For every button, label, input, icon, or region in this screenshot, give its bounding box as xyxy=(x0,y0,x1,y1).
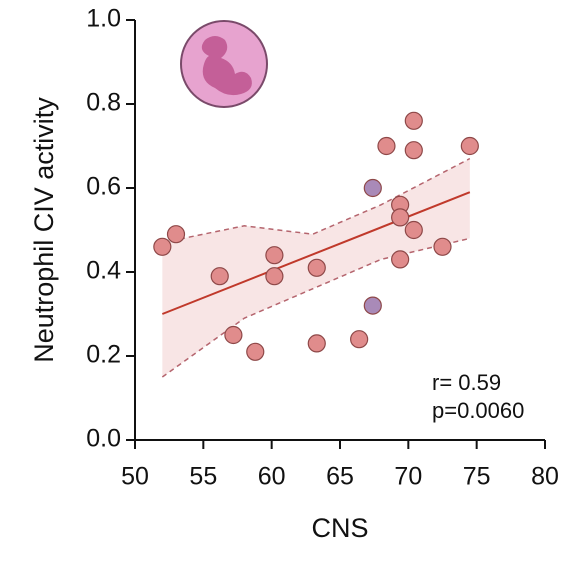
data-point xyxy=(460,136,479,156)
data-point xyxy=(246,342,265,361)
data-point xyxy=(433,237,452,256)
y-tick-label: 0.4 xyxy=(86,257,121,285)
y-axis-label: Neutrophil CIV activity xyxy=(29,97,59,363)
data-point xyxy=(363,296,382,315)
y-tick-label: 0.0 xyxy=(86,425,121,453)
x-tick-label: 65 xyxy=(326,463,354,491)
x-tick-label: 70 xyxy=(394,463,422,491)
neutrophil-icon xyxy=(180,20,268,108)
x-tick-label: 75 xyxy=(463,463,491,491)
x-tick-label: 60 xyxy=(258,463,286,491)
data-point xyxy=(404,220,423,240)
confidence-bound xyxy=(161,237,471,378)
data-point xyxy=(307,334,326,353)
x-axis-label: CNS xyxy=(311,513,368,543)
annotation: r= 0.59 xyxy=(432,370,501,395)
data-point xyxy=(265,267,284,286)
y-tick-label: 1.0 xyxy=(86,5,121,33)
y-tick-label: 0.8 xyxy=(86,89,121,117)
x-tick-label: 80 xyxy=(531,463,559,491)
data-point xyxy=(265,246,284,265)
data-point xyxy=(391,208,410,227)
y-tick-label: 0.6 xyxy=(86,173,121,201)
data-point xyxy=(391,250,410,269)
regression-line xyxy=(161,191,471,315)
data-point xyxy=(166,225,186,244)
data-point xyxy=(224,325,243,345)
data-point xyxy=(307,258,326,277)
y-tick-label: 0.2 xyxy=(86,341,121,369)
data-point xyxy=(153,237,172,256)
data-point xyxy=(363,178,382,198)
annotation: p=0.0060 xyxy=(432,398,524,423)
data-point xyxy=(350,330,369,349)
x-tick-label: 55 xyxy=(189,463,217,491)
data-point xyxy=(404,111,423,130)
data-point xyxy=(210,267,229,286)
data-point xyxy=(404,141,423,160)
data-point xyxy=(377,136,396,156)
confidence-bound xyxy=(162,157,471,244)
x-tick-label: 50 xyxy=(121,463,149,491)
